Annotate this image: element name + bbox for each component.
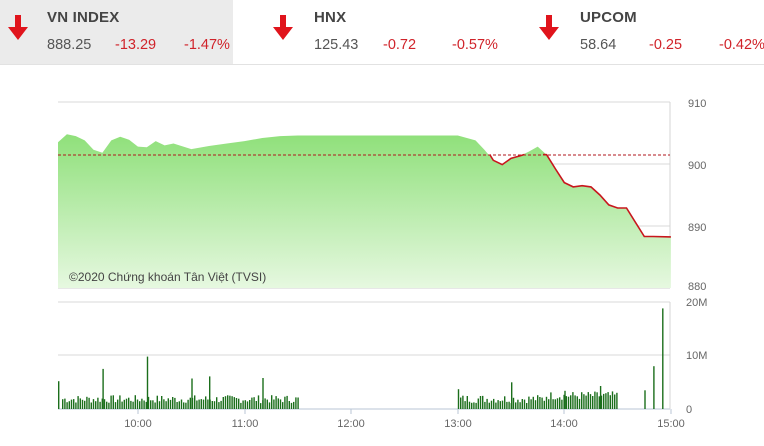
- y-tick-910: 910: [688, 98, 706, 110]
- arrow-down-icon: [8, 15, 28, 40]
- x-tick-1500: 15:00: [657, 418, 685, 430]
- index-tab-hnx[interactable]: HNX 125.43 -0.72 -0.57%: [256, 0, 506, 64]
- x-axis: 10:00 11:00 12:00 13:00 14:00 15:00: [124, 409, 685, 430]
- index-change: -0.25: [649, 37, 683, 53]
- index-percent: -1.47%: [184, 37, 230, 53]
- y-tick-0: 0: [686, 404, 692, 416]
- x-tick-1300: 13:00: [444, 418, 472, 430]
- y-tick-880: 880: [688, 281, 706, 293]
- price-area-series: [58, 134, 671, 288]
- index-percent: -0.57%: [452, 37, 498, 53]
- index-percent: -0.42%: [719, 37, 764, 53]
- index-name: VN INDEX: [47, 9, 120, 26]
- index-tab-upcom[interactable]: UPCOM 58.64 -0.25 -0.42%: [520, 0, 764, 64]
- price-below-reference-line: [489, 153, 671, 238]
- index-name: HNX: [314, 9, 347, 26]
- arrow-down-icon: [273, 15, 293, 40]
- y-tick-900: 900: [688, 160, 706, 172]
- index-name: UPCOM: [580, 9, 637, 26]
- copyright-text: ©2020 Chứng khoán Tân Việt (TVSI): [69, 270, 267, 284]
- x-tick-1400: 14:00: [550, 418, 578, 430]
- x-tick-1000: 10:00: [124, 418, 152, 430]
- volume-bars: [58, 308, 664, 410]
- index-tab-vnindex[interactable]: VN INDEX 888.25 -13.29 -1.47%: [0, 0, 233, 64]
- y-tick-10m: 10M: [686, 350, 707, 362]
- index-change: -13.29: [115, 37, 157, 53]
- price-y-axis: 910 900 890 880: [688, 98, 706, 293]
- index-value: 125.43: [314, 37, 359, 53]
- index-change: -0.72: [383, 37, 417, 53]
- y-tick-890: 890: [688, 222, 706, 234]
- index-value: 888.25: [47, 37, 92, 53]
- index-header-bar: VN INDEX 888.25 -13.29 -1.47% HNX 125.43…: [0, 0, 764, 65]
- volume-chart-grid: [58, 301, 671, 410]
- x-tick-1200: 12:00: [337, 418, 365, 430]
- x-tick-1100: 11:00: [232, 418, 259, 430]
- index-value: 58.64: [580, 37, 617, 53]
- volume-y-axis: 20M 10M 0: [686, 297, 707, 416]
- arrow-down-icon: [539, 15, 559, 40]
- y-tick-20m: 20M: [686, 297, 707, 309]
